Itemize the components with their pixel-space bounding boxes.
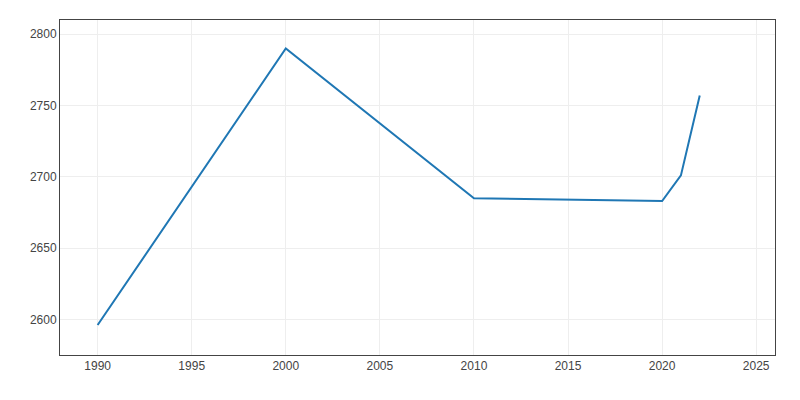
svg-text:2015: 2015 — [555, 359, 582, 373]
svg-text:2025: 2025 — [743, 359, 770, 373]
svg-text:1990: 1990 — [84, 359, 111, 373]
svg-text:2700: 2700 — [30, 170, 57, 184]
svg-text:2600: 2600 — [30, 313, 57, 327]
svg-text:1995: 1995 — [178, 359, 205, 373]
svg-text:2800: 2800 — [30, 27, 57, 41]
svg-text:2005: 2005 — [367, 359, 394, 373]
svg-text:2010: 2010 — [461, 359, 488, 373]
svg-text:2000: 2000 — [272, 359, 299, 373]
svg-text:2650: 2650 — [30, 241, 57, 255]
svg-text:2750: 2750 — [30, 99, 57, 113]
svg-text:2020: 2020 — [649, 359, 676, 373]
